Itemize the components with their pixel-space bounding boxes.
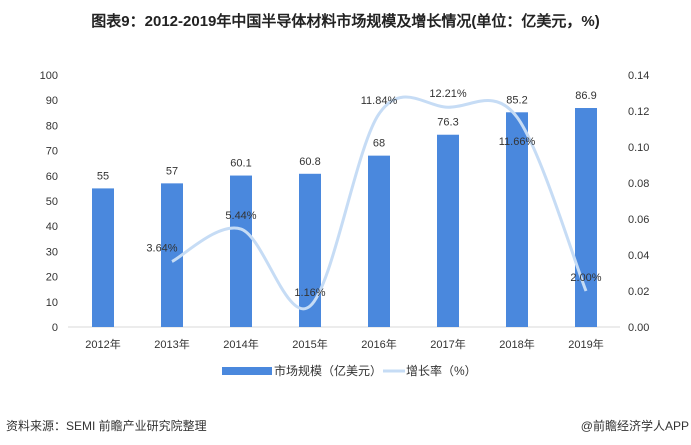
x-tick-label: 2018年: [499, 337, 534, 351]
source-note: 资料来源：SEMI 前瞻产业研究院整理: [6, 419, 207, 433]
left-tick-label: 90: [46, 95, 58, 107]
legend-bar-label: 市场规模（亿美元）: [274, 363, 382, 378]
legend-bar-swatch: [222, 367, 272, 375]
left-tick-label: 80: [46, 120, 58, 132]
left-tick-label: 0: [52, 322, 58, 334]
line-data-label: 5.44%: [225, 210, 256, 222]
bar-data-label: 76.3: [437, 117, 458, 129]
left-tick-label: 30: [46, 246, 58, 258]
right-tick-label: 0.12: [628, 106, 649, 118]
bar-data-label: 86.9: [575, 90, 596, 102]
bar: [299, 173, 321, 327]
line-data-label: 12.21%: [429, 88, 467, 100]
right-tick-label: 0.10: [628, 142, 649, 154]
bar-data-label: 68: [373, 138, 385, 150]
right-tick-label: 0.14: [628, 70, 649, 82]
right-tick-label: 0.04: [628, 250, 649, 262]
growth-rate-line: [171, 95, 588, 311]
x-tick-label: 2017年: [430, 337, 465, 351]
bar: [506, 112, 528, 328]
legend-line-label: 增长率（%）: [406, 363, 477, 378]
right-tick-label: 0.02: [628, 286, 649, 298]
bar-data-label: 60.8: [299, 156, 320, 168]
bar-data-label: 57: [166, 165, 178, 177]
chart-title: 图表9：2012-2019年中国半导体材料市场规模及增长情况(单位：亿美元，%): [91, 13, 600, 30]
left-tick-label: 60: [46, 171, 58, 183]
x-tick-label: 2015年: [292, 337, 327, 351]
bar: [575, 108, 597, 328]
bar: [368, 155, 390, 327]
x-tick-label: 2016年: [361, 337, 396, 351]
bar-data-label: 85.2: [506, 94, 527, 106]
line-data-label: 11.84%: [361, 95, 398, 107]
bar-data-label: 55: [97, 170, 109, 182]
line-data-label: 3.64%: [146, 242, 177, 254]
x-tick-label: 2012年: [85, 337, 120, 351]
right-tick-label: 0.06: [628, 214, 649, 226]
right-tick-label: 0.08: [628, 178, 649, 190]
x-tick-label: 2019年: [568, 337, 603, 351]
left-tick-label: 50: [46, 196, 58, 208]
left-tick-label: 20: [46, 272, 58, 284]
left-tick-label: 40: [46, 221, 58, 233]
credit-note: @前瞻经济学人APP: [580, 419, 689, 433]
right-tick-label: 0.00: [628, 322, 649, 334]
bar: [92, 188, 114, 327]
bar: [230, 175, 252, 327]
x-tick-label: 2014年: [223, 337, 258, 351]
left-tick-label: 10: [46, 297, 58, 309]
x-tick-label: 2013年: [154, 337, 189, 351]
bar: [437, 134, 459, 327]
left-tick-label: 70: [46, 146, 58, 158]
line-data-label: 1.16%: [294, 287, 325, 299]
left-tick-label: 100: [40, 70, 58, 82]
bar-data-label: 60.1: [230, 158, 251, 170]
bar: [161, 183, 183, 327]
line-data-label: 2.00%: [570, 272, 601, 284]
line-data-label: 11.66%: [499, 136, 536, 148]
